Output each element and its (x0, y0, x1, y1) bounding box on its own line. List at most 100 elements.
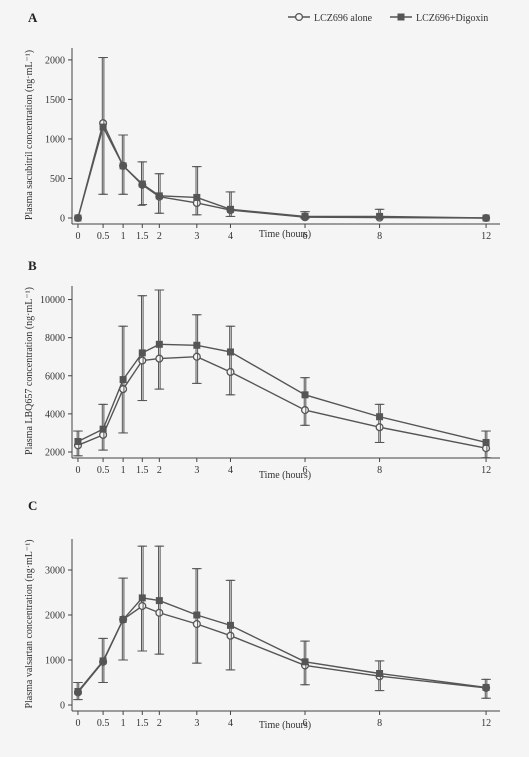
panel-a: A 0 500 1000 1500 2000 0 0.5 1 1.5 2 3 4 6 8 12 Time (ho… (24, 10, 500, 242)
data-point (376, 413, 384, 421)
error-bar (193, 166, 202, 216)
error-bar (301, 377, 310, 426)
series-alone (73, 545, 491, 701)
data-point (300, 406, 310, 415)
legend-marker-open-circle (294, 12, 304, 22)
legend-marker-filled-square (397, 13, 405, 21)
y-tick-label: 2000 (45, 611, 65, 622)
y-tick-label: 1000 (45, 656, 65, 667)
series-combo (74, 57, 490, 222)
x-tick-label: 2 (157, 231, 162, 242)
x-tick-label: 0 (75, 231, 80, 242)
axes (71, 539, 500, 712)
data-point (226, 348, 234, 356)
series-combo (74, 545, 491, 701)
panel-letter: B (28, 258, 37, 273)
data-point (155, 597, 163, 605)
data-point (375, 423, 384, 432)
x-tick-label: 6 (303, 231, 308, 242)
legend-item-alone: LCZ696 alone (288, 12, 373, 24)
legend-item-combo: LCZ696+Digoxin (390, 13, 488, 24)
y-tick-label: 0 (60, 701, 65, 712)
x-tick-label: 8 (377, 718, 382, 729)
data-point (74, 214, 82, 222)
data-point (138, 601, 147, 611)
series-alone (73, 57, 491, 223)
y-tick-label: 500 (50, 174, 65, 185)
x-axis-title: Time (hours) (259, 720, 311, 731)
y-axis-title: Plasma sacubitril concentration (ng·mL⁻¹… (24, 50, 35, 220)
axes (71, 48, 500, 225)
x-tick-label: 1.5 (136, 465, 149, 476)
data-point (74, 688, 82, 695)
panel-letter: C (28, 498, 37, 513)
x-tick-label: 8 (377, 231, 382, 242)
data-point (119, 616, 127, 623)
data-point (226, 205, 234, 213)
error-bar (192, 166, 201, 216)
y-tick-label: 1500 (45, 95, 65, 106)
error-bar (154, 289, 163, 390)
data-point (482, 438, 490, 446)
error-bar (192, 314, 201, 384)
panel-b: B 2000 4000 6000 8000 10000 0 0.5 1 1.5 2 3 4 6 8 12 Tim… (24, 258, 500, 481)
error-bar (139, 295, 148, 402)
data-point (193, 611, 201, 619)
y-tick-label: 2000 (45, 55, 65, 66)
error-bar (137, 295, 146, 402)
legend-label-alone: LCZ696 alone (314, 13, 373, 24)
y-axis-title: Plasma LBQ657 concentration (ng·mL⁻¹) (24, 287, 35, 455)
x-tick-label: 4 (228, 231, 233, 242)
x-axis-title: Time (hours) (259, 229, 311, 240)
x-tick-label: 4 (228, 718, 233, 729)
y-tick-label: 10000 (40, 295, 65, 306)
x-tick-label: 0.5 (97, 718, 110, 729)
y-tick-label: 1000 (45, 134, 65, 145)
y-tick-label: 8000 (45, 333, 65, 344)
y-tick-label: 6000 (45, 371, 65, 382)
x-tick-label: 2 (157, 718, 162, 729)
x-tick-label: 6 (303, 718, 308, 729)
error-bar (225, 325, 234, 396)
data-point (301, 658, 309, 666)
x-tick-label: 1.5 (136, 231, 149, 242)
data-point (119, 162, 127, 170)
data-point (301, 391, 309, 399)
x-tick-label: 12 (481, 231, 491, 242)
legend: LCZ696 alone LCZ696+Digoxin (288, 12, 488, 24)
data-point (192, 352, 201, 361)
series-line (77, 355, 487, 449)
x-tick-label: 1 (121, 718, 126, 729)
axes (71, 286, 500, 459)
x-tick-label: 12 (481, 718, 491, 729)
series-line (77, 597, 487, 692)
x-tick-label: 3 (194, 231, 199, 242)
series-alone (73, 289, 491, 459)
x-tick-label: 0.5 (97, 465, 110, 476)
panel-c: C 0 1000 2000 3000 0 0.5 1 1.5 2 3 4 6 8 12 Time (hours… (24, 498, 500, 731)
data-point (99, 123, 107, 131)
series-line (77, 121, 487, 219)
data-point (301, 212, 309, 220)
data-point (193, 341, 201, 349)
data-point (99, 425, 107, 433)
x-tick-label: 1 (121, 465, 126, 476)
x-tick-label: 4 (228, 465, 233, 476)
legend-label-combo: LCZ696+Digoxin (416, 13, 488, 24)
series-line (77, 343, 487, 444)
data-point (226, 631, 235, 640)
data-point (193, 193, 201, 201)
data-point (482, 214, 490, 222)
data-point (155, 340, 163, 348)
data-point (376, 212, 384, 220)
x-tick-label: 0.5 (97, 231, 110, 242)
data-point (155, 608, 164, 617)
y-axis-title: Plasma valsartan concentration (ng·mL⁻¹) (24, 539, 35, 708)
data-point (138, 180, 146, 188)
data-point (482, 683, 490, 691)
x-tick-label: 12 (481, 465, 491, 476)
error-bar (227, 325, 236, 396)
series-line (77, 125, 487, 219)
